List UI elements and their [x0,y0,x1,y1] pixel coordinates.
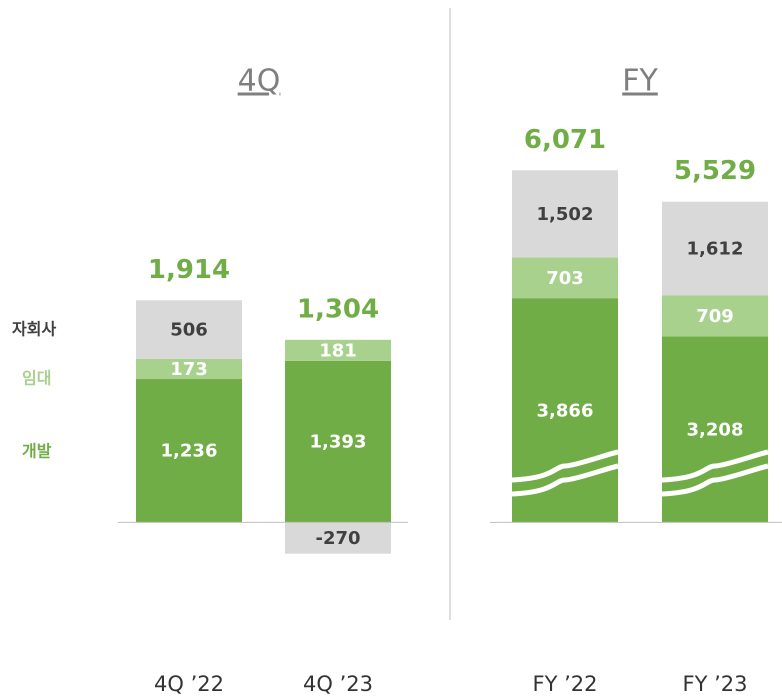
axis-break [511,463,619,497]
axis-break [661,449,769,483]
x-tick-label: FY ’23 [683,672,748,696]
value-label: 1,612 [687,238,744,259]
bar-segment [285,522,391,554]
bar-segment [512,170,618,258]
total-label: 5,529 [674,156,756,186]
total-label: 6,071 [524,125,606,155]
axis-break [661,463,769,497]
panel-title: 4Q [238,64,281,99]
bar-segment [662,201,768,296]
legend-label: 임대 [22,369,51,388]
bar-segment [136,300,242,359]
value-label: 173 [170,359,208,380]
total-label: 1,914 [148,255,230,285]
axis-break [511,449,619,483]
value-label: 703 [546,268,584,289]
bar-segment [662,295,768,337]
legend-label: 개발 [22,442,52,461]
legend-label: 자회사 [12,320,56,339]
value-label: 181 [319,340,357,361]
bar-segment [136,379,242,523]
x-tick-label: FY ’22 [533,672,598,696]
x-tick-label: 4Q ’23 [303,672,373,696]
bar-segment [285,339,391,361]
panel-title: FY [622,64,658,99]
value-label: 3,866 [537,400,594,421]
value-label: 1,236 [161,441,218,462]
x-tick-label: 4Q ’22 [154,672,224,696]
total-label: 1,304 [297,294,379,324]
value-label: 3,208 [687,419,744,440]
value-label: 506 [170,320,208,341]
value-label: 709 [696,306,734,327]
bar-segment [512,257,618,299]
value-label: -270 [315,528,360,549]
value-label: 1,502 [537,204,594,225]
bar-segment [285,360,391,523]
bar-segment [512,298,618,523]
bar-segment [136,358,242,380]
value-label: 1,393 [310,432,367,453]
